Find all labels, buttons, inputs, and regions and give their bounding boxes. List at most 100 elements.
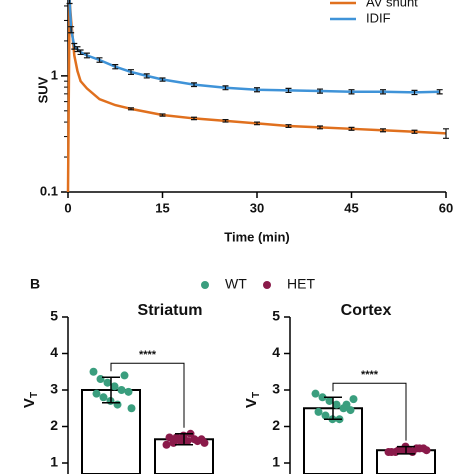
data-point [113, 400, 122, 409]
data-point [89, 367, 98, 376]
error-bar [254, 121, 260, 126]
error-bar [71, 42, 78, 50]
data-point [415, 444, 424, 453]
data-point [321, 411, 330, 420]
data-point [162, 440, 171, 449]
y-tick-label: 4 [272, 344, 280, 360]
significance-bracket [332, 382, 407, 441]
legend-marker [201, 281, 209, 289]
error-bar [191, 116, 197, 121]
y-tick-label: 2 [272, 417, 280, 433]
chart-title: Cortex [341, 302, 392, 319]
y-tick-label: 0.1 [40, 183, 58, 198]
x-axis-label: Time (min) [224, 229, 290, 244]
x-tick-label: 45 [344, 200, 358, 215]
error-bar [411, 129, 418, 134]
y-tick-label: 5 [272, 308, 280, 324]
y-axis-label: VT [21, 392, 40, 408]
y-tick-label: 1 [51, 67, 58, 82]
data-point [99, 393, 108, 402]
error-bar [436, 89, 443, 95]
error-bar [96, 57, 103, 63]
error-bar [222, 119, 229, 123]
error-bar [83, 52, 90, 59]
panel-label: B [30, 276, 40, 292]
data-point [387, 448, 396, 457]
y-tick-label: 5 [50, 308, 58, 324]
y-tick-label: 2 [50, 417, 58, 433]
error-bar [411, 89, 418, 96]
error-bar [443, 128, 449, 139]
legend-label: HET [287, 276, 315, 292]
y-tick-label: 1 [272, 454, 280, 470]
y-tick-label: 3 [50, 381, 58, 397]
legend-marker [263, 281, 271, 289]
error-bar [77, 49, 84, 56]
error-bar [159, 77, 166, 82]
data-point [92, 389, 101, 398]
error-bar [348, 126, 355, 131]
error-bar [74, 46, 81, 53]
error-bar [102, 376, 120, 404]
data-point [325, 396, 334, 405]
error-bar [112, 64, 119, 70]
data-point [117, 386, 126, 394]
error-bar [66, 0, 73, 5]
error-bar [285, 124, 292, 128]
data-point [120, 371, 129, 380]
annotation: **** [139, 349, 157, 361]
y-axis-label: VT [243, 392, 262, 408]
data-point [165, 433, 174, 442]
data-point [422, 446, 431, 455]
data-point [200, 438, 209, 447]
error-bar [222, 85, 229, 91]
data-point [193, 437, 202, 446]
y-tick-label: 4 [50, 344, 58, 360]
error-bar [348, 89, 355, 95]
x-tick-label: 15 [155, 200, 169, 215]
data-point [346, 406, 355, 415]
legend-label: WT [225, 276, 247, 292]
error-bar [128, 107, 134, 111]
error-bar [317, 88, 323, 94]
data-point [342, 400, 351, 409]
y-tick-label: 1 [50, 454, 58, 470]
data-point [103, 378, 112, 387]
data-point [172, 433, 181, 442]
annotation: **** [361, 369, 379, 381]
data-point [408, 448, 417, 457]
data-point [110, 382, 119, 391]
data-point [127, 404, 136, 413]
x-tick-label: 60 [439, 200, 453, 215]
error-bar [285, 87, 292, 94]
x-tick-label: 30 [250, 200, 264, 215]
error-bar [68, 26, 75, 34]
data-point [318, 393, 327, 402]
error-bar [254, 87, 260, 93]
data-point [183, 437, 192, 446]
line [66, 0, 447, 193]
data-point [394, 446, 403, 455]
data-point [311, 389, 320, 398]
data-point [332, 400, 341, 409]
data-point [314, 407, 323, 416]
error-bar [324, 396, 342, 420]
legend-label: IDIF [366, 10, 391, 25]
error-bar [380, 128, 386, 133]
error-bar [380, 89, 386, 95]
data-point [349, 395, 358, 404]
chart-title: Striatum [138, 302, 203, 319]
error-bar [191, 82, 197, 88]
significance-bracket [110, 362, 185, 428]
data-point [124, 387, 133, 396]
error-bar [175, 433, 193, 446]
error-bar [317, 125, 323, 130]
y-axis-label: SUV [35, 76, 50, 103]
data-point [96, 375, 105, 384]
error-bar [159, 113, 166, 117]
legend-label: AV shunt [366, 0, 418, 9]
x-tick-label: 0 [64, 200, 71, 215]
y-tick-label: 3 [272, 381, 280, 397]
error-bar [397, 445, 415, 455]
